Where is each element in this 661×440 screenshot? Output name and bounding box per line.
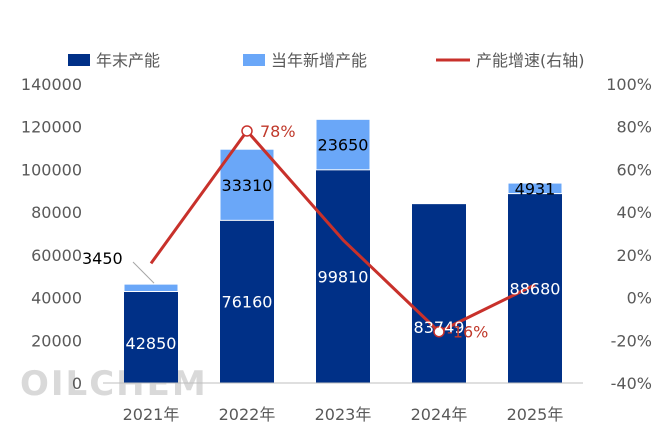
left-tick-label: 60000 <box>31 246 82 265</box>
right-tick-label: -20% <box>611 331 652 350</box>
left-tick-label: 120000 <box>21 118 82 137</box>
total-value-label: 83749 <box>414 318 465 337</box>
bar-total <box>412 204 466 383</box>
data-labels: 42850 3450 76160 33310 99810 23650 83749 88680 4… <box>82 122 560 353</box>
growth-marker <box>241 125 253 137</box>
added-value-label: 23650 <box>318 136 369 155</box>
right-tick-label: 100% <box>606 75 652 94</box>
bars <box>123 118 563 383</box>
x-axis: 2021年 2022年 2023年 2024年 2025年 <box>103 382 583 424</box>
x-tick-label: 2024年 <box>411 405 468 424</box>
bar-total <box>124 291 178 383</box>
x-tick-label: 2022年 <box>219 405 276 424</box>
growth-line-path <box>149 129 536 334</box>
total-value-label: 99810 <box>318 267 369 286</box>
right-tick-label: 60% <box>616 160 652 179</box>
added-value-label: 3450 <box>82 249 123 268</box>
watermark: OILCHEM <box>20 364 208 404</box>
bar-added <box>123 283 179 292</box>
left-tick-label: 0 <box>72 374 82 393</box>
left-tick-label: 100000 <box>21 160 82 179</box>
legend: 年末产能 当年新增产能 产能增速(右轴) <box>68 51 585 70</box>
x-tick-label: 2023年 <box>315 405 372 424</box>
right-axis: -40% -20% 0% 20% 40% 60% 80% 100% <box>606 75 652 393</box>
legend-swatch <box>243 54 265 66</box>
legend-label: 产能增速(右轴) <box>476 51 585 70</box>
growth-value-label: 78% <box>260 122 296 141</box>
bar-added <box>315 118 371 171</box>
total-value-label: 88680 <box>510 279 561 298</box>
bar-added <box>507 182 563 195</box>
left-tick-label: 20000 <box>31 331 82 350</box>
x-tick-label: 2021年 <box>123 405 180 424</box>
growth-marker <box>433 325 445 338</box>
right-tick-label: 40% <box>616 203 652 222</box>
added-value-label: 33310 <box>222 176 273 195</box>
left-axis: 0 20000 40000 60000 80000 100000 120000 140000 <box>21 75 82 393</box>
right-tick-label: 80% <box>616 118 652 137</box>
right-tick-label: 20% <box>616 246 652 265</box>
right-tick-label: 0% <box>627 289 652 308</box>
growth-value-label: -16% <box>447 323 488 342</box>
total-value-label: 42850 <box>126 334 177 353</box>
legend-swatch <box>68 54 90 66</box>
legend-label: 年末产能 <box>96 51 160 70</box>
left-tick-label: 140000 <box>21 75 82 94</box>
left-tick-label: 40000 <box>31 289 82 308</box>
bar-total <box>508 193 562 383</box>
leader-line <box>132 261 155 284</box>
bar-total <box>316 169 370 383</box>
legend-label: 当年新增产能 <box>271 51 367 70</box>
bar-total <box>220 220 274 383</box>
x-tick-label: 2025年 <box>507 405 564 424</box>
bar-added <box>219 148 275 221</box>
right-tick-label: -40% <box>611 374 652 393</box>
added-value-label: 4931 <box>515 179 556 198</box>
total-value-label: 76160 <box>222 293 273 312</box>
left-tick-label: 80000 <box>31 203 82 222</box>
growth-line <box>149 125 536 338</box>
